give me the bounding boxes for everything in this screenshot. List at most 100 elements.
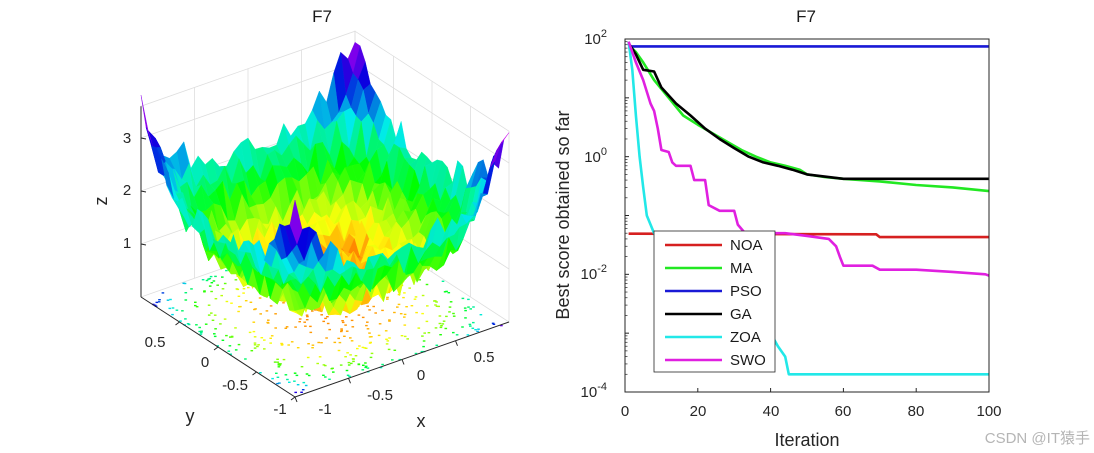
contour-mark xyxy=(184,318,187,320)
contour-mark xyxy=(210,282,214,284)
contour-mark xyxy=(403,316,406,318)
contour-mark xyxy=(306,356,310,359)
contour-mark xyxy=(203,290,206,292)
contour-mark xyxy=(208,285,212,287)
contour-mark xyxy=(237,295,241,297)
contour-mark xyxy=(270,335,274,337)
contour-mark xyxy=(492,323,496,325)
contour-mark xyxy=(445,290,448,293)
contour-mark xyxy=(244,300,248,302)
y-tick-mark xyxy=(213,346,219,351)
contour-mark xyxy=(434,300,437,302)
contour-mark xyxy=(237,343,241,346)
contour-mark xyxy=(364,362,367,364)
contour-mark xyxy=(220,294,223,297)
contour-mark xyxy=(253,344,257,346)
contour-mark xyxy=(276,376,280,378)
contour-mark xyxy=(294,391,297,394)
contour-mark xyxy=(476,330,479,333)
watermark: CSDN @IT猿手 xyxy=(985,430,1090,447)
contour-mark xyxy=(225,300,229,303)
contour-mark xyxy=(474,329,477,331)
contour-mark xyxy=(324,317,327,320)
contour-mark xyxy=(435,301,438,303)
contour-mark xyxy=(195,306,199,308)
contour-mark xyxy=(351,326,355,328)
contour-mark xyxy=(301,389,305,391)
contour-mark xyxy=(186,323,190,325)
contour-mark xyxy=(455,334,459,336)
contour-mark xyxy=(388,319,391,321)
surface-title: F7 xyxy=(312,7,332,26)
contour-mark xyxy=(500,324,503,327)
y-tick-mark xyxy=(290,396,296,401)
contour-mark xyxy=(210,290,213,293)
contour-mark xyxy=(247,286,250,289)
contour-mark xyxy=(249,301,253,303)
contour-mark xyxy=(469,308,472,310)
contour-mark xyxy=(204,323,208,325)
legend-box xyxy=(653,230,776,373)
contour-mark xyxy=(234,279,238,281)
contour-mark xyxy=(311,344,315,346)
contour-mark xyxy=(464,317,467,319)
contour-mark xyxy=(208,277,212,280)
contour-mark xyxy=(391,359,394,361)
contour-mark xyxy=(396,306,399,308)
contour-mark xyxy=(361,316,365,319)
contour-mark xyxy=(298,321,301,323)
contour-mark xyxy=(439,334,442,336)
contour-mark xyxy=(153,304,157,306)
y-tick-0: 0 xyxy=(201,354,209,371)
y-tick-1e2: 102 xyxy=(584,28,607,48)
legend-label-swo: SWO xyxy=(730,352,766,369)
contour-mark xyxy=(340,330,343,333)
contour-mark xyxy=(448,311,451,313)
contour-mark xyxy=(420,350,424,353)
contour-mark xyxy=(358,345,361,347)
contour-mark xyxy=(348,375,351,378)
legend: NOA MA PSO GA ZOA SWO xyxy=(653,230,776,373)
x-tick-80: 80 xyxy=(908,403,925,420)
contour-mark xyxy=(368,309,371,311)
contour-mark xyxy=(205,279,209,282)
contour-mark xyxy=(225,334,228,337)
contour-mark xyxy=(284,327,288,329)
contour-mark xyxy=(332,371,335,373)
contour-mark xyxy=(214,298,218,300)
contour-mark xyxy=(418,279,421,281)
contour-mark xyxy=(280,342,283,345)
contour-mark xyxy=(472,306,475,308)
contour-mark xyxy=(472,321,475,324)
contour-mark xyxy=(477,328,480,330)
contour-mark xyxy=(421,335,424,337)
contour-mark xyxy=(216,284,219,286)
contour-mark xyxy=(214,328,217,330)
series-line-ga xyxy=(627,42,989,181)
contour-mark xyxy=(235,288,239,290)
contour-mark xyxy=(326,316,329,318)
x-tick-mark xyxy=(348,378,351,384)
x-tick-0.5: 0.5 xyxy=(474,349,495,366)
y-axis-label: y xyxy=(186,406,195,426)
contour-mark xyxy=(227,350,231,352)
contour-mark xyxy=(328,328,331,331)
contour-mark xyxy=(230,335,234,338)
contour-mark xyxy=(405,306,408,308)
contour-mark xyxy=(214,275,217,278)
contour-mark xyxy=(354,355,358,357)
contour-mark xyxy=(369,356,373,359)
contour-mark xyxy=(322,320,325,323)
contour-mark xyxy=(403,313,407,316)
convergence-title: F7 xyxy=(796,7,816,26)
contour-mark xyxy=(435,305,439,307)
z-tick-2: 2 xyxy=(123,182,131,199)
contour-mark xyxy=(364,347,368,349)
contour-mark xyxy=(397,303,401,306)
contour-mark xyxy=(403,324,407,326)
contour-mark xyxy=(406,338,409,340)
contour-mark xyxy=(239,305,242,308)
contour-mark xyxy=(349,354,352,356)
x-axis-label: x xyxy=(417,411,426,431)
